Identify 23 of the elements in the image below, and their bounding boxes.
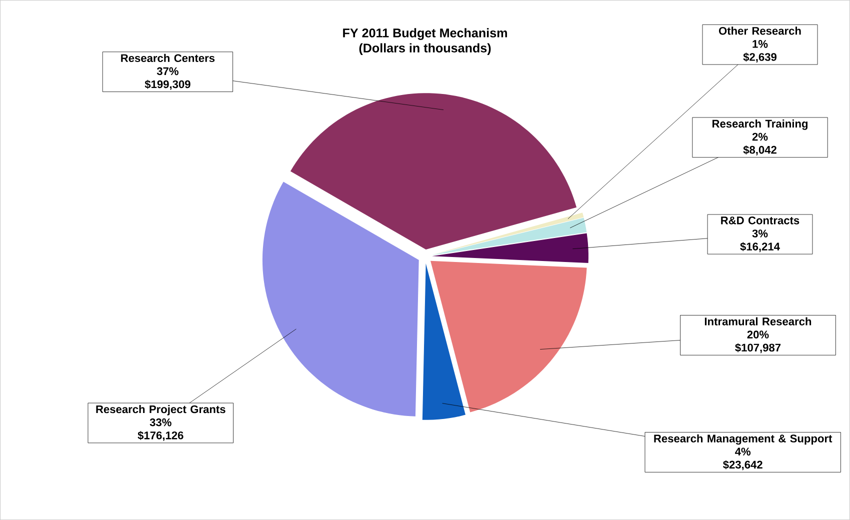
data-label: $199,309: [144, 80, 190, 90]
data-label: $8,042: [743, 145, 776, 156]
data-label: $16,214: [740, 242, 780, 252]
text: (Dollars in thousands): [359, 43, 491, 55]
slice-label: Research Project Grants: [96, 405, 226, 416]
text: 33%: [150, 418, 172, 426]
slice-label: Intramural Research: [704, 317, 812, 326]
data-label: $2,639: [743, 52, 776, 63]
text: 37%: [156, 67, 178, 76]
slice-label: Research Training: [712, 119, 808, 130]
text: 20%: [747, 330, 769, 338]
text: 1%: [752, 40, 768, 48]
text: 3%: [752, 230, 768, 238]
slice-label: R&D Contracts: [721, 216, 800, 224]
slice-label: Other Research: [718, 26, 801, 35]
slice-label: Research Centers: [121, 54, 215, 62]
chart-title: FY 2011 Budget Mechanism: [343, 28, 507, 40]
data-label: $176,126: [138, 430, 184, 441]
text: 2%: [752, 132, 768, 141]
text: 4%: [735, 448, 751, 456]
slice-label: Research Management & Support: [654, 434, 832, 445]
data-label: $107,987: [735, 343, 781, 354]
data-label: $23,642: [723, 460, 762, 470]
